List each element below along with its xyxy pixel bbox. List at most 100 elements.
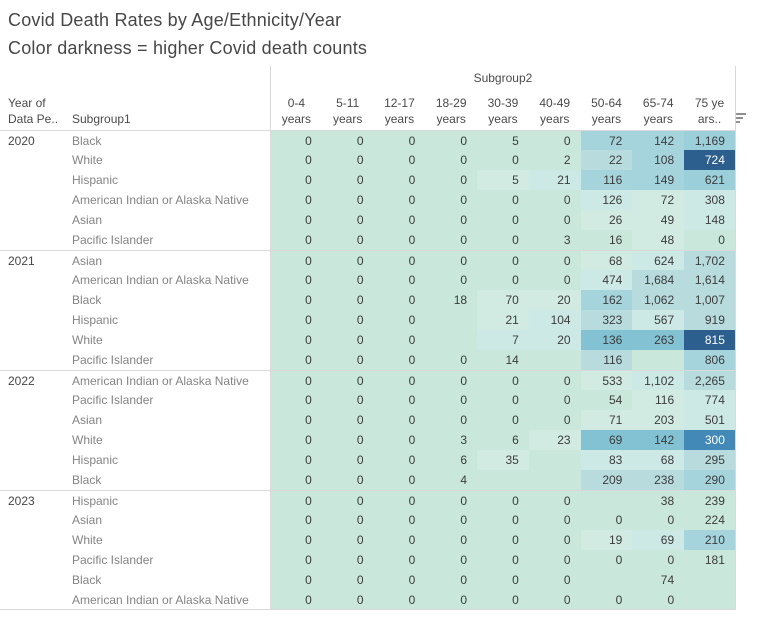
year-label[interactable] <box>0 210 72 230</box>
heatmap-cell[interactable]: 0 <box>528 490 581 510</box>
heatmap-cell[interactable]: 815 <box>684 330 736 350</box>
heatmap-cell[interactable]: 0 <box>321 450 374 470</box>
heatmap-cell[interactable]: 22 <box>580 150 633 170</box>
year-label[interactable] <box>0 230 72 250</box>
heatmap-cell[interactable]: 1,062 <box>632 290 685 310</box>
heatmap-cell[interactable]: 724 <box>684 150 736 170</box>
year-label[interactable] <box>0 150 72 170</box>
heatmap-cell[interactable]: 74 <box>632 570 685 590</box>
heatmap-cell[interactable]: 0 <box>425 390 478 410</box>
row-label[interactable]: White <box>72 333 103 347</box>
heatmap-cell[interactable]: 0 <box>321 350 374 370</box>
heatmap-cell[interactable]: 0 <box>270 530 322 550</box>
heatmap-cell[interactable]: 209 <box>580 470 633 490</box>
heatmap-cell[interactable]: 0 <box>580 550 633 570</box>
row-label[interactable]: Pacific Islander <box>72 553 154 567</box>
heatmap-cell[interactable]: 0 <box>632 590 685 610</box>
row-label[interactable]: American Indian or Alaska Native <box>72 370 270 390</box>
heatmap-cell[interactable]: 0 <box>684 230 736 250</box>
heatmap-cell[interactable]: 0 <box>477 210 529 230</box>
heatmap-cell[interactable]: 0 <box>425 210 478 230</box>
heatmap-cell[interactable]: 0 <box>425 150 478 170</box>
heatmap-cell[interactable]: 0 <box>528 530 581 550</box>
col-header-75-ye[interactable]: 75 ye ars.. <box>684 90 746 130</box>
heatmap-cell[interactable]: 0 <box>270 310 322 330</box>
col-header-65-74[interactable]: 65-74 years <box>632 90 684 130</box>
heatmap-cell[interactable]: 567 <box>632 310 685 330</box>
heatmap-cell[interactable] <box>580 570 633 590</box>
heatmap-cell[interactable]: 69 <box>580 430 633 450</box>
heatmap-cell[interactable]: 71 <box>580 410 633 430</box>
heatmap-cell[interactable]: 806 <box>684 350 736 370</box>
heatmap-cell[interactable]: 0 <box>321 590 374 610</box>
heatmap-cell[interactable]: 0 <box>528 590 581 610</box>
heatmap-cell[interactable]: 0 <box>373 510 426 530</box>
row-label[interactable]: Asian <box>72 213 103 227</box>
heatmap-cell[interactable] <box>528 350 581 370</box>
row-label[interactable]: Pacific Islander <box>72 393 154 407</box>
heatmap-cell[interactable]: 0 <box>270 510 322 530</box>
heatmap-cell[interactable]: 474 <box>580 270 633 290</box>
heatmap-cell[interactable]: 116 <box>580 170 633 190</box>
heatmap-cell[interactable]: 0 <box>477 190 529 210</box>
heatmap-cell[interactable]: 0 <box>528 550 581 570</box>
heatmap-cell[interactable]: 16 <box>580 230 633 250</box>
col-header-40-49[interactable]: 40-49 years <box>529 90 581 130</box>
heatmap-cell[interactable]: 136 <box>580 330 633 350</box>
heatmap-cell[interactable]: 0 <box>373 190 426 210</box>
heatmap-cell[interactable]: 142 <box>632 430 685 450</box>
heatmap-cell[interactable]: 0 <box>321 390 374 410</box>
heatmap-cell[interactable]: 0 <box>425 530 478 550</box>
heatmap-cell[interactable]: 0 <box>321 130 374 150</box>
heatmap-cell[interactable] <box>632 350 685 370</box>
heatmap-cell[interactable]: 0 <box>528 190 581 210</box>
heatmap-cell[interactable]: 263 <box>632 330 685 350</box>
heatmap-cell[interactable] <box>528 470 581 490</box>
heatmap-cell[interactable] <box>580 490 633 510</box>
year-label[interactable]: 2020 <box>0 130 72 150</box>
heatmap-cell[interactable]: 0 <box>321 210 374 230</box>
heatmap-cell[interactable]: 83 <box>580 450 633 470</box>
row-label[interactable]: White <box>72 533 103 547</box>
heatmap-cell[interactable]: 0 <box>270 570 322 590</box>
heatmap-cell[interactable]: 0 <box>425 370 478 390</box>
heatmap-cell[interactable]: 0 <box>373 470 426 490</box>
year-label[interactable] <box>0 290 72 310</box>
heatmap-cell[interactable]: 68 <box>632 450 685 470</box>
heatmap-cell[interactable]: 0 <box>632 550 685 570</box>
heatmap-cell[interactable]: 323 <box>580 310 633 330</box>
heatmap-cell[interactable]: 0 <box>373 550 426 570</box>
heatmap-cell[interactable]: 239 <box>684 490 736 510</box>
heatmap-cell[interactable]: 72 <box>632 190 685 210</box>
heatmap-cell[interactable]: 19 <box>580 530 633 550</box>
heatmap-cell[interactable]: 1,684 <box>632 270 685 290</box>
heatmap-cell[interactable]: 104 <box>528 310 581 330</box>
heatmap-cell[interactable]: 14 <box>477 350 529 370</box>
heatmap-cell[interactable]: 919 <box>684 310 736 330</box>
heatmap-cell[interactable]: 624 <box>632 250 685 270</box>
heatmap-cell[interactable]: 0 <box>321 470 374 490</box>
heatmap-cell[interactable]: 0 <box>321 410 374 430</box>
heatmap-cell[interactable]: 0 <box>373 410 426 430</box>
heatmap-cell[interactable]: 0 <box>373 370 426 390</box>
heatmap-cell[interactable]: 295 <box>684 450 736 470</box>
row-label[interactable]: Asian <box>72 413 103 427</box>
heatmap-cell[interactable]: 0 <box>373 330 426 350</box>
heatmap-cell[interactable]: 0 <box>321 570 374 590</box>
heatmap-cell[interactable]: 108 <box>632 150 685 170</box>
row-label[interactable]: Black <box>72 293 102 307</box>
sort-bars-icon[interactable] <box>735 113 747 123</box>
heatmap-cell[interactable]: 0 <box>477 510 529 530</box>
row-label[interactable]: Hispanic <box>72 453 119 467</box>
heatmap-cell[interactable] <box>425 330 478 350</box>
year-label[interactable] <box>0 530 72 550</box>
row-label[interactable]: Hispanic <box>72 313 119 327</box>
heatmap-cell[interactable]: 0 <box>477 530 529 550</box>
heatmap-cell[interactable]: 0 <box>321 490 374 510</box>
year-label[interactable] <box>0 510 72 530</box>
heatmap-cell[interactable]: 1,614 <box>684 270 736 290</box>
column-group-header[interactable]: Subgroup2 <box>270 66 736 90</box>
row-label[interactable]: Hispanic <box>72 490 270 510</box>
heatmap-cell[interactable]: 0 <box>373 150 426 170</box>
heatmap-cell[interactable]: 116 <box>632 390 685 410</box>
